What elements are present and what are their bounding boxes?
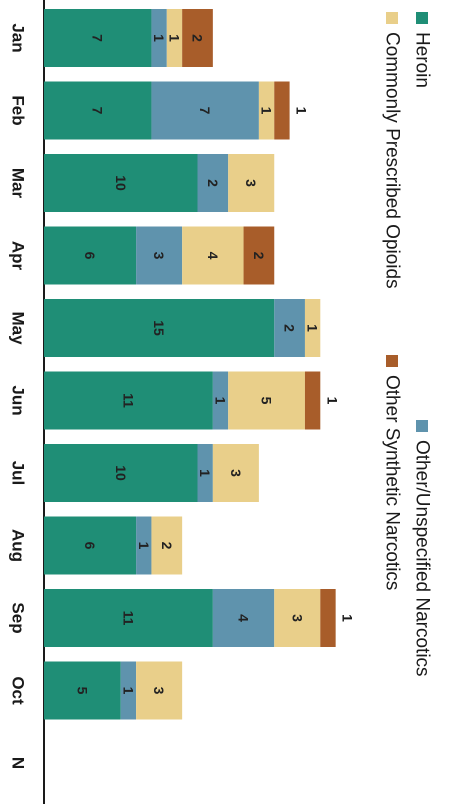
data-label: 1 [294, 107, 310, 115]
data-label: 5 [74, 687, 90, 695]
bar-segment [44, 516, 137, 575]
data-label: 1 [324, 397, 340, 405]
legend-label: Other Synthetic Narcotics [382, 375, 403, 590]
bar-segment [274, 81, 290, 140]
x-category-label: Mar [9, 168, 28, 199]
data-label: 2 [251, 252, 267, 260]
rotated-chart-group: Heroin Other/Unspecified Narcotics Commonl… [9, 0, 433, 804]
bar-segment [212, 589, 275, 647]
bar-segment [182, 226, 244, 285]
bar-segment [228, 154, 275, 212]
legend-swatch [416, 420, 428, 432]
data-label: 2 [282, 324, 298, 332]
bar-segment [228, 371, 305, 430]
data-label: 3 [151, 252, 167, 260]
bar-segment [197, 154, 229, 212]
bar-segment [320, 589, 336, 647]
bar-segment [136, 226, 183, 285]
data-label: 15 [151, 320, 167, 336]
bar-segment [304, 299, 321, 357]
data-label: 7 [90, 34, 106, 42]
bar-segment [44, 371, 213, 430]
bar-segment [166, 9, 183, 67]
bar-segment [151, 81, 259, 140]
legend-swatch [386, 12, 398, 24]
data-label: 10 [113, 175, 129, 191]
bar-segment [44, 154, 198, 212]
legend-swatch [416, 12, 428, 24]
data-label: 1 [305, 324, 321, 332]
bar-segment [151, 9, 167, 67]
data-label: 2 [159, 542, 175, 550]
x-category-label: Jan [9, 23, 28, 52]
bar-segment [44, 299, 275, 357]
bar-segment [44, 9, 152, 67]
bar-segment [120, 661, 137, 720]
data-label: 6 [82, 252, 98, 260]
bar-segment [44, 81, 152, 140]
x-category-label: May [9, 311, 28, 345]
data-label: 1 [151, 34, 167, 42]
legend-label: Other/Unspecified Narcotics [412, 440, 433, 677]
x-category-label: Oct [9, 676, 28, 705]
x-category-label: Jun [9, 385, 28, 415]
data-label: 1 [259, 107, 275, 115]
data-label: 2 [190, 34, 206, 42]
bar-segment [44, 444, 198, 502]
data-label: 2 [205, 179, 221, 187]
legend-label: Heroin [412, 32, 433, 88]
data-label: 3 [228, 469, 244, 477]
bar-segment [44, 661, 121, 720]
bar-segment [44, 226, 137, 285]
x-category-label: Aug [9, 529, 28, 562]
data-label: 1 [120, 687, 136, 695]
data-label: 6 [82, 542, 98, 550]
data-label: 1 [166, 34, 182, 42]
data-label: 4 [236, 614, 252, 622]
bar-segment [44, 589, 213, 647]
plot-area: 024681012141618207112Jan7711Feb1023Mar63… [9, 0, 356, 804]
x-category-label: Sep [9, 602, 28, 633]
data-label: 7 [90, 107, 106, 115]
x-category-label: Apr [9, 241, 28, 271]
x-category-label: Jul [9, 461, 28, 486]
bar-segment [136, 516, 152, 575]
data-label: 11 [120, 393, 136, 408]
legend: Heroin Other/Unspecified Narcotics Commonl… [382, 12, 433, 677]
bar-segment [136, 661, 183, 720]
bar-segment [304, 371, 321, 430]
bar-segment [197, 444, 213, 502]
data-label: 5 [259, 397, 275, 405]
data-label: 11 [120, 611, 136, 626]
data-label: 10 [113, 465, 129, 481]
data-label: 1 [213, 397, 229, 405]
bar-segment [212, 444, 259, 502]
bar-segment [151, 516, 183, 575]
data-label: 1 [197, 469, 213, 477]
bar-segment [212, 371, 229, 430]
data-label: 7 [197, 107, 213, 115]
data-label: 3 [289, 614, 305, 622]
bar-segment [243, 226, 275, 285]
x-category-label: N [9, 757, 28, 769]
data-label: 1 [340, 614, 356, 622]
data-label: 3 [151, 687, 167, 695]
legend-swatch [386, 355, 398, 367]
data-label: 1 [136, 542, 152, 550]
bar-segment [182, 9, 213, 67]
data-label: 3 [243, 179, 259, 187]
bar-segment [258, 81, 275, 140]
data-label: 4 [205, 252, 221, 260]
bar-segment [274, 299, 305, 357]
bar-segment [274, 589, 321, 647]
legend-label: Commonly Prescribed Opioids [382, 32, 403, 289]
x-category-label: Feb [9, 95, 28, 125]
